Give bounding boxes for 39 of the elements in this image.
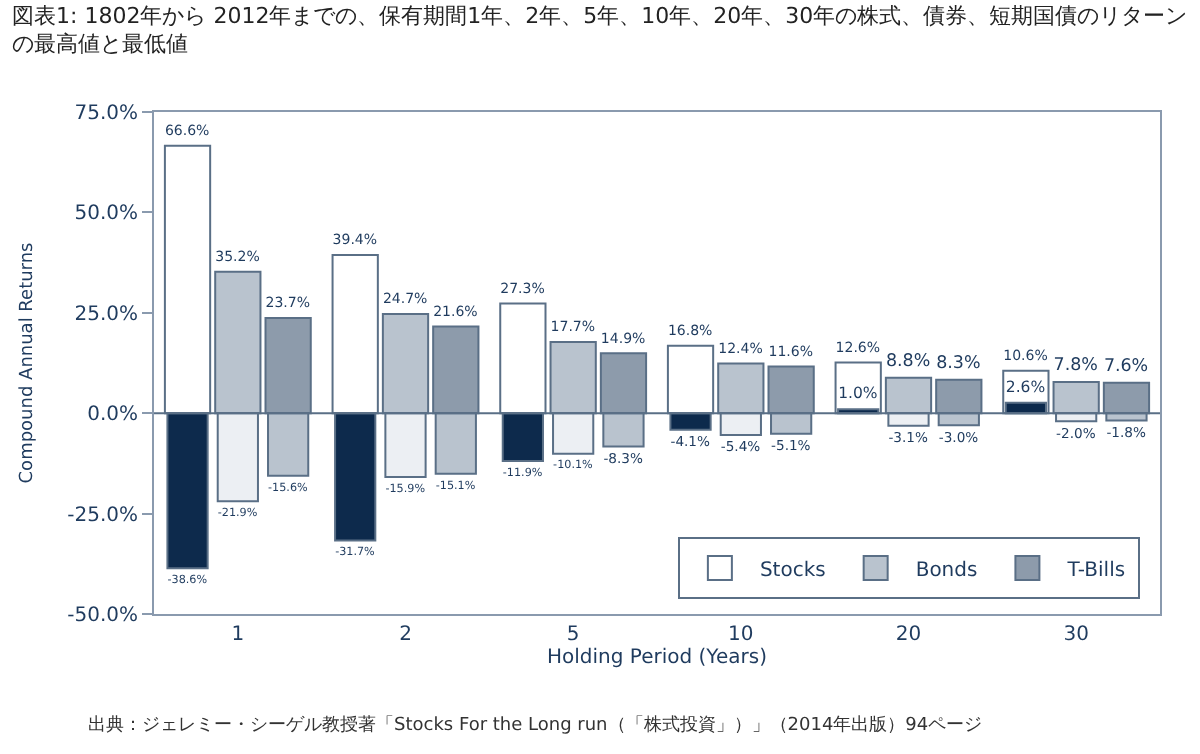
source-note: 出典：ジェレミー・シーゲル教授著「Stocks For the Long run（「株式投資」）」（2014年出版）94ページ [88, 714, 983, 736]
x-tick-label: 10 [728, 624, 754, 646]
legend-label: Bonds [915, 559, 978, 582]
y-tick-label: 0.0% [87, 404, 138, 427]
data-label: 2.6% [1005, 377, 1046, 396]
legend-label: T-Bills [1065, 559, 1126, 582]
data-label: 12.4% [718, 338, 764, 357]
data-label: 35.2% [215, 247, 261, 266]
y-tick-label: 25.0% [74, 303, 138, 326]
x-tick-label: 5 [566, 624, 580, 646]
data-label: 7.8% [1053, 356, 1098, 377]
data-label: 8.3% [936, 354, 981, 375]
data-label: 8.8% [885, 352, 931, 373]
legend-label: Stocks [759, 559, 826, 582]
x-axis-title: Holding Period (Years) [547, 647, 768, 669]
data-label: 1.0% [838, 384, 878, 402]
data-label: 10.6% [1003, 345, 1049, 364]
data-label: 12.6% [835, 337, 881, 356]
x-tick-label: 30 [1063, 624, 1089, 646]
data-label: 11.6% [768, 341, 814, 360]
y-axis-title: Compound Annual Returns [17, 241, 38, 484]
y-tick-label: -50.0% [67, 605, 138, 627]
x-tick-label: 2 [399, 624, 412, 646]
data-label: 16.8% [667, 321, 714, 340]
chart-title: 図表1: 1802年から 2012年までの、保有期間1年、2年、5年、10年、20年、30年の株式、債券、短期国債のリターンの最高値と最低値 [12, 2, 1188, 58]
x-tick-label: 20 [895, 624, 922, 646]
y-tick-label: 75.0% [74, 103, 138, 125]
data-label: 21.6% [433, 301, 479, 320]
data-label: 39.4% [332, 230, 378, 249]
data-label: 66.6% [164, 121, 211, 140]
data-label: 24.7% [382, 289, 429, 308]
x-tick-label: 1 [231, 624, 245, 646]
data-label: 27.3% [500, 278, 546, 297]
y-tick-label: 50.0% [74, 203, 138, 226]
data-label: 23.7% [265, 293, 311, 312]
data-label: 17.7% [550, 317, 596, 336]
data-label: 7.6% [1103, 356, 1149, 377]
data-label: 14.9% [600, 328, 647, 347]
y-tick-label: -25.0% [67, 504, 138, 527]
